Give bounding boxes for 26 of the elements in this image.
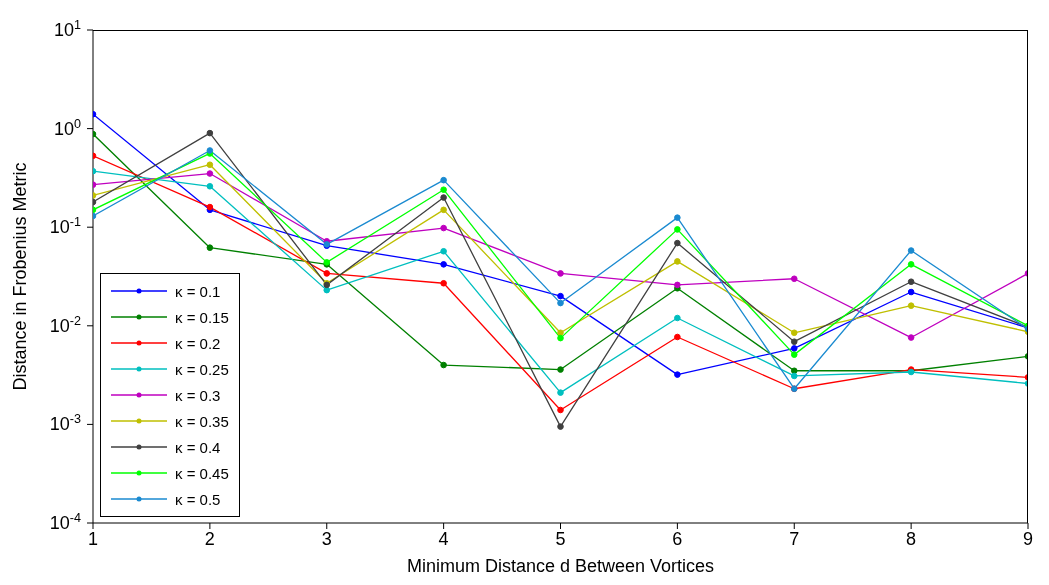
- legend-label: κ = 0.35: [175, 412, 229, 430]
- y-axis-title: Distance in Frobenius Metric: [10, 162, 31, 391]
- y-tick-label: 10$^{0}$: [53, 116, 81, 139]
- x-tick-label: 6: [672, 529, 683, 549]
- y-tick-label: 10$^{-1}$: [49, 215, 81, 238]
- legend-label: κ = 0.15: [175, 308, 229, 326]
- legend-label: κ = 0.45: [175, 464, 229, 482]
- y-tick-label: 10$^{-3}$: [49, 412, 81, 435]
- x-tick-label: 9: [1022, 529, 1034, 549]
- x-tick-label: 5: [555, 529, 566, 549]
- y-tick-label: 10$^{1}$: [53, 18, 81, 40]
- y-tick-label: 10$^{-4}$: [49, 511, 81, 533]
- x-tick-label: 7: [789, 529, 800, 549]
- legend-label: κ = 0.25: [175, 360, 229, 378]
- x-tick-label: 4: [438, 529, 449, 549]
- legend-label: κ = 0.5: [175, 490, 221, 508]
- x-tick-label: 1: [87, 529, 99, 549]
- x-tick-label: 3: [321, 529, 332, 549]
- x-tick-label: 8: [906, 529, 917, 549]
- x-axis-title: Minimum Distance d Between Vortices: [406, 555, 715, 576]
- legend-label: κ = 0.1: [175, 282, 221, 300]
- legend-label: κ = 0.3: [175, 386, 221, 404]
- x-tick-label: 2: [204, 529, 215, 549]
- legend-label: κ = 0.4: [175, 438, 221, 456]
- legend-label: κ = 0.2: [175, 334, 221, 352]
- y-tick-label: 10$^{-2}$: [49, 313, 81, 336]
